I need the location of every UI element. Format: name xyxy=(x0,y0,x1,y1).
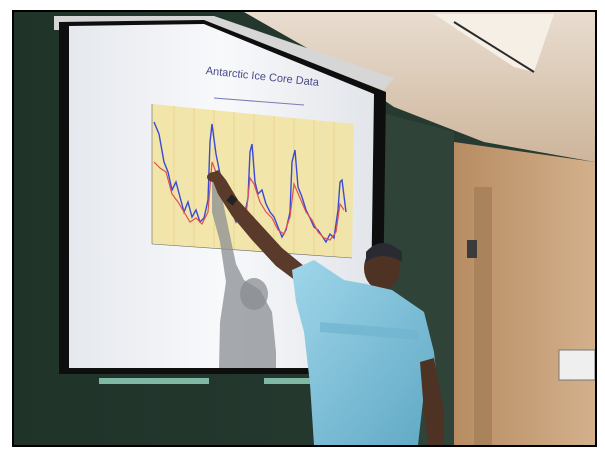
exit-sign xyxy=(467,240,477,258)
slide-legend xyxy=(213,97,305,106)
presenter-left-arm xyxy=(420,358,444,445)
wall-sign xyxy=(558,349,595,381)
presenter-hand xyxy=(207,172,221,182)
presenter-shadow-head xyxy=(240,278,268,310)
presenter-hair xyxy=(366,243,402,262)
wood-pillar xyxy=(474,187,492,445)
lecture-scene: Antarctic Ice Core Data xyxy=(14,12,595,445)
presenter-shadow xyxy=(212,180,276,368)
chalk-tray-left xyxy=(99,378,209,384)
x-axis xyxy=(151,243,353,259)
shirt-stripe xyxy=(320,322,418,340)
ceiling-beam xyxy=(453,21,535,73)
chalk-tray-right xyxy=(264,378,324,384)
red-series-line xyxy=(153,161,345,241)
wristwatch xyxy=(226,194,238,206)
photo: Antarctic Ice Core Data xyxy=(12,10,597,447)
presenter-shirt xyxy=(292,260,438,445)
